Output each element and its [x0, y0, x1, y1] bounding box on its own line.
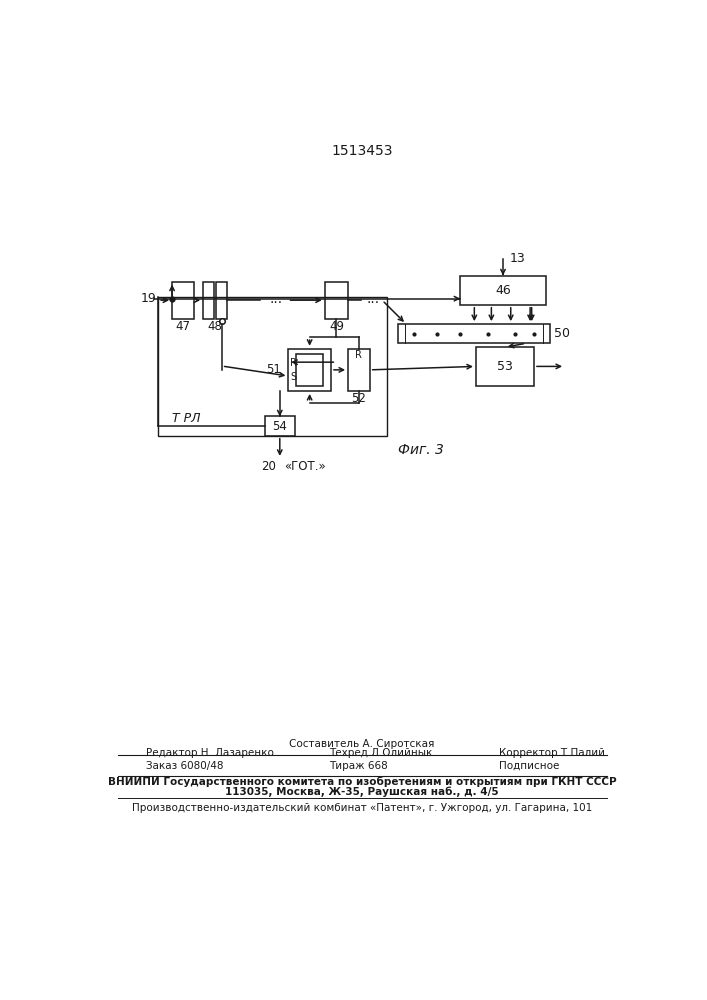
- Text: 19: 19: [141, 292, 157, 305]
- Bar: [348, 349, 370, 391]
- Text: R: R: [291, 358, 297, 368]
- Text: 20: 20: [261, 460, 276, 473]
- Bar: [158, 297, 387, 436]
- Text: Т РЛ: Т РЛ: [172, 412, 201, 425]
- Text: 52: 52: [351, 392, 366, 405]
- Text: 54: 54: [272, 420, 287, 433]
- Bar: [325, 282, 348, 319]
- Bar: [398, 324, 549, 343]
- Bar: [203, 282, 214, 319]
- Bar: [288, 349, 331, 391]
- Text: 1513453: 1513453: [331, 144, 392, 158]
- Text: Техред Л.Олийнык: Техред Л.Олийнык: [329, 748, 432, 758]
- Text: Корректор Т.Палий: Корректор Т.Палий: [499, 748, 605, 758]
- Text: Редактор Н. Лазаренко: Редактор Н. Лазаренко: [146, 748, 274, 758]
- Text: R: R: [356, 350, 362, 360]
- Text: 51: 51: [266, 363, 281, 376]
- Bar: [460, 276, 546, 305]
- Text: Составитель А. Сиротская: Составитель А. Сиротская: [289, 739, 435, 749]
- Text: ...: ...: [366, 292, 380, 306]
- Text: Заказ 6080/48: Заказ 6080/48: [146, 761, 224, 771]
- Text: S: S: [291, 372, 297, 382]
- Bar: [216, 282, 227, 319]
- Bar: [296, 354, 323, 386]
- Text: «ГОТ.»: «ГОТ.»: [284, 460, 325, 473]
- Text: ВНИИПИ Государственного комитета по изобретениям и открытиям при ГКНТ СССР: ВНИИПИ Государственного комитета по изоб…: [107, 777, 617, 787]
- Text: 53: 53: [497, 360, 513, 373]
- Text: 50: 50: [554, 327, 570, 340]
- Bar: [265, 416, 295, 436]
- Text: Производственно-издательский комбинат «Патент», г. Ужгород, ул. Гагарина, 101: Производственно-издательский комбинат «П…: [132, 803, 592, 813]
- Bar: [172, 282, 194, 319]
- Bar: [476, 347, 534, 386]
- Text: 47: 47: [175, 320, 190, 333]
- Text: 113035, Москва, Ж-35, Раушская наб., д. 4/5: 113035, Москва, Ж-35, Раушская наб., д. …: [225, 786, 498, 797]
- Text: Тираж 668: Тираж 668: [329, 761, 387, 771]
- Text: Фиг. 3: Фиг. 3: [398, 443, 444, 457]
- Text: 13: 13: [509, 252, 525, 265]
- Text: 48: 48: [207, 320, 222, 333]
- Text: ...: ...: [269, 292, 283, 306]
- Text: 46: 46: [495, 284, 511, 297]
- Text: Подписное: Подписное: [499, 761, 559, 771]
- Text: 49: 49: [329, 320, 344, 333]
